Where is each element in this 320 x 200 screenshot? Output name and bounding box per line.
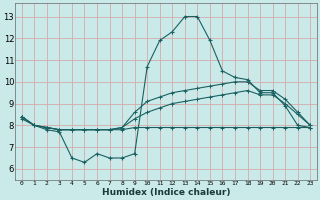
X-axis label: Humidex (Indice chaleur): Humidex (Indice chaleur) [102, 188, 230, 197]
